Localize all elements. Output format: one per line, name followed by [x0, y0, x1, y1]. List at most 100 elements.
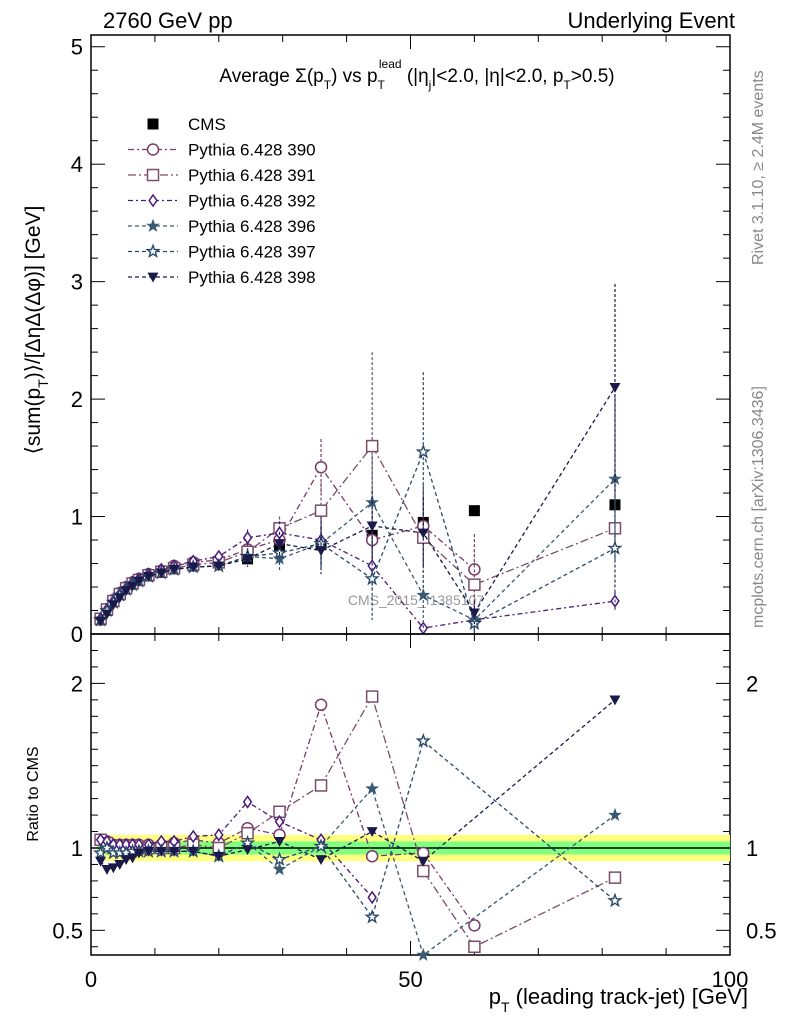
y-tick-label: 2: [71, 387, 83, 412]
marker-open-square: [314, 504, 328, 517]
legend-item-6: Pythia 6.428 398: [128, 268, 316, 287]
marker-open-diamond: [367, 890, 377, 905]
marker-star: [608, 807, 622, 821]
marker-triangle-down: [143, 846, 155, 857]
legend-item-2: Pythia 6.428 391: [128, 166, 316, 185]
marker-triangle-down: [315, 546, 327, 557]
marker-triangle-down: [101, 865, 113, 875]
marker-star: [416, 947, 431, 961]
marker-triangle-down: [274, 837, 286, 847]
marker-open-square: [417, 864, 430, 878]
marker-open-circle: [146, 143, 160, 156]
marker-triangle-down: [95, 856, 107, 867]
main-title: Average Σ(pT) vs pTlead (|ηj|<2.0, |η|<2…: [219, 57, 614, 92]
marker-open-star: [607, 892, 623, 908]
marker-open-square: [365, 690, 379, 703]
marker-open-circle: [314, 698, 328, 712]
marker-triangle-down: [417, 528, 429, 539]
legend-item-0: CMS: [147, 115, 226, 134]
legend-label: CMS: [188, 115, 226, 134]
marker-triangle-down: [274, 539, 286, 550]
marker-open-square: [608, 871, 622, 884]
ratio-y-tick-label: 1: [71, 836, 83, 861]
legend-item-3: Pythia 6.428 392: [128, 192, 316, 211]
ratio-y-tick-label: 0.5: [52, 918, 83, 943]
main-y-label: ⟨sum(pT)⟩/[ΔηΔ(Δφ)] [GeV]: [22, 206, 51, 455]
marker-triangle-down: [168, 565, 180, 575]
marker-star: [146, 218, 160, 232]
marker-triangle-down: [114, 860, 126, 870]
y-tick-label: 1: [71, 505, 83, 530]
marker-triangle-down: [133, 848, 145, 859]
marker-square: [468, 505, 480, 517]
marker-open-circle: [314, 460, 328, 474]
marker-triangle-down: [107, 863, 119, 874]
marker-open-square: [468, 578, 481, 591]
legend-label: Pythia 6.428 396: [188, 217, 316, 236]
main-axis-ticks: 0 1 2 3 4 5: [71, 35, 731, 647]
header-left: 2760 GeV pp: [103, 8, 233, 33]
marker-open-diamond: [242, 795, 253, 809]
marker-open-square: [468, 940, 481, 954]
marker-open-star: [364, 909, 380, 924]
marker-triangle-down: [609, 382, 621, 393]
marker-open-circle: [365, 849, 379, 863]
main-series-group: [92, 283, 623, 635]
series-line: [100, 387, 616, 622]
marker-triangle-down: [120, 855, 132, 866]
ratio-series-4: [92, 732, 623, 924]
marker-open-square: [314, 779, 328, 792]
ratio-line: [100, 739, 616, 919]
legend-label: Pythia 6.428 392: [188, 192, 316, 211]
y-tick-label: 0: [71, 622, 83, 647]
ratio-line: [100, 694, 616, 948]
marker-open-star: [415, 443, 431, 459]
ratio-series-3: [93, 781, 622, 961]
marker-open-star: [364, 570, 380, 586]
marker-triangle-down: [609, 695, 621, 706]
marker-triangle-down: [101, 609, 113, 620]
marker-open-star: [607, 540, 623, 555]
y-tick-label: 5: [71, 35, 83, 60]
marker-triangle-down: [366, 521, 378, 532]
x-tick-label: 50: [398, 967, 422, 992]
marker-triangle-down: [120, 586, 132, 597]
ratio-panel: Ratio to CMS 0.5 0.5 1 1 2 2 0 50 100: [25, 633, 777, 992]
legend-label: Pythia 6.428 397: [188, 243, 316, 262]
marker-triangle-down: [127, 581, 139, 592]
marker-triangle-down: [95, 616, 107, 627]
legend-label: Pythia 6.428 391: [188, 166, 316, 185]
marker-open-diamond: [274, 814, 285, 829]
rivet-label: Rivet 3.1.10, ≥ 2.4M events: [750, 70, 767, 265]
marker-open-star: [145, 243, 161, 259]
marker-triangle-down: [114, 593, 126, 604]
legend-item-5: Pythia 6.428 397: [128, 243, 316, 262]
series-2: [94, 352, 622, 625]
marker-triangle-down: [468, 608, 480, 619]
marker-triangle-down: [127, 853, 139, 864]
marker-triangle-down: [143, 572, 155, 582]
marker-open-star: [415, 732, 431, 748]
series-3: [95, 516, 620, 635]
ratio-y-tick-label-right: 1: [746, 836, 758, 861]
marker-open-diamond: [148, 193, 158, 208]
marker-open-circle: [468, 919, 481, 932]
ratio-series-5: [95, 695, 621, 875]
marker-star: [365, 781, 380, 795]
series-line: [100, 532, 616, 629]
marker-triangle-down: [187, 562, 199, 573]
header-right: Underlying Event: [567, 8, 735, 33]
legend-label: Pythia 6.428 390: [188, 141, 316, 160]
marker-star: [416, 588, 431, 602]
ratio-axis-ticks: 0.5 0.5 1 1 2 2 0 50 100: [52, 634, 777, 992]
marker-triangle-down: [417, 856, 429, 867]
ratio-y-tick-label-right: 0.5: [746, 918, 777, 943]
marker-open-star: [271, 851, 288, 867]
marker-open-diamond: [188, 829, 199, 844]
y-tick-label: 4: [71, 152, 83, 177]
series-6: [95, 283, 621, 627]
x-tick-label: 0: [85, 967, 97, 992]
marker-triangle-down: [366, 827, 378, 838]
marker-square: [147, 118, 159, 130]
ratio-series-1: [94, 690, 622, 954]
